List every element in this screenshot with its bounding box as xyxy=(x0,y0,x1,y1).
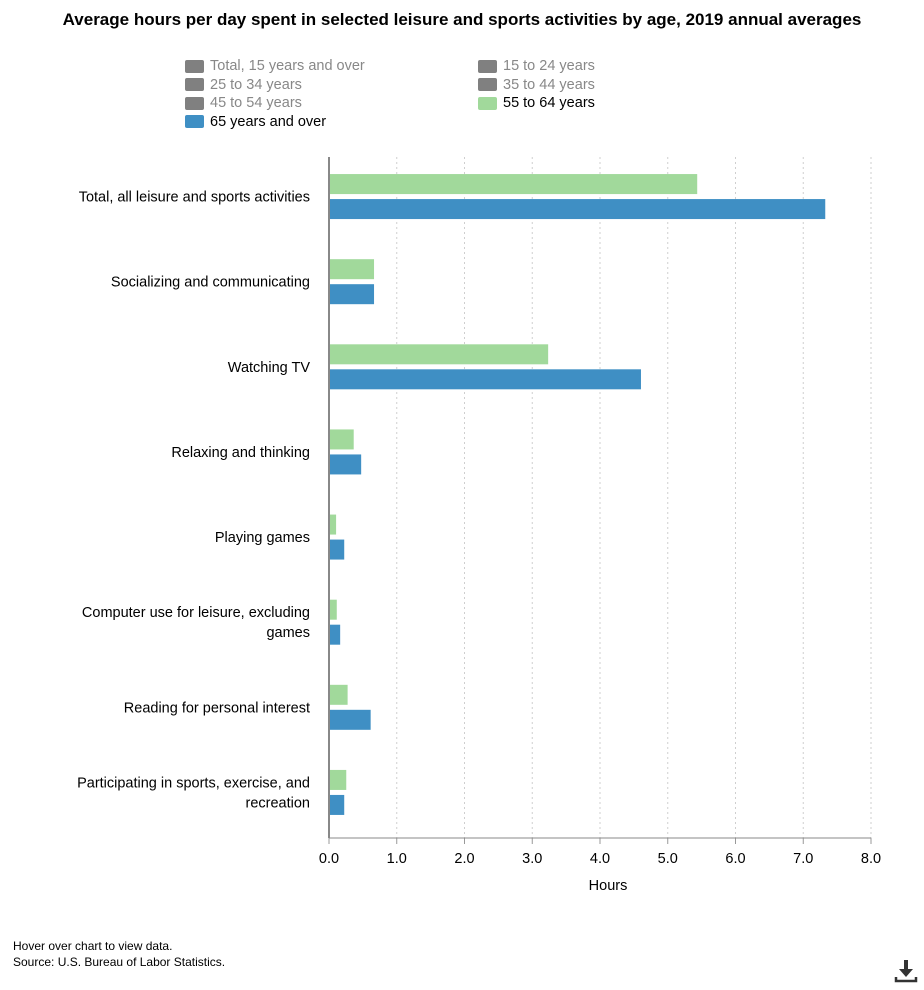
bar-55-64 xyxy=(330,429,354,450)
download-icon xyxy=(894,960,918,983)
legend-swatch xyxy=(478,78,497,91)
legend-item[interactable]: 45 to 54 years xyxy=(185,94,302,112)
chart-title: Average hours per day spent in selected … xyxy=(62,10,862,29)
legend-item[interactable]: 65 years and over xyxy=(185,113,326,131)
x-tick-label: 6.0 xyxy=(725,851,745,867)
bar-65-over xyxy=(330,369,641,390)
source-note: Source: U.S. Bureau of Labor Statistics. xyxy=(13,955,226,969)
category-label: recreation xyxy=(246,795,310,811)
bar-55-64 xyxy=(330,769,347,790)
bar-55-64 xyxy=(330,259,375,280)
x-tick-label: 0.0 xyxy=(319,851,339,867)
category-label: Socializing and communicating xyxy=(111,275,310,291)
category-label: games xyxy=(266,625,310,641)
footer: Hover over chart to view data. Source: U… xyxy=(13,938,225,970)
legend-label: 65 years and over xyxy=(210,113,327,130)
legend-swatch xyxy=(185,59,204,73)
x-tick-label: 4.0 xyxy=(590,851,610,867)
bar-55-64 xyxy=(330,599,337,620)
category-label: Reading for personal interest xyxy=(124,700,310,716)
bar-65-over xyxy=(330,539,345,560)
legend-label: 55 to 64 years xyxy=(503,95,595,111)
legend-swatch xyxy=(185,78,204,91)
x-axis-label: Hours xyxy=(589,878,628,894)
legend-label: 35 to 44 years xyxy=(503,76,595,93)
bar-65-over xyxy=(330,284,375,305)
legend-item[interactable]: 25 to 34 years xyxy=(185,76,302,94)
x-tick-label: 1.0 xyxy=(387,851,407,867)
category-label: Watching TV xyxy=(228,360,311,376)
category-label: Playing games xyxy=(215,530,310,546)
bar-55-64 xyxy=(330,174,698,195)
legend-swatch xyxy=(478,59,497,73)
x-tick-label: 2.0 xyxy=(454,851,474,867)
bar-65-over xyxy=(330,709,371,730)
legend-label: 45 to 54 years xyxy=(210,95,302,111)
x-tick-label: 7.0 xyxy=(793,851,813,867)
legend-item[interactable]: 15 to 24 years xyxy=(478,57,595,75)
legend-label: 25 to 34 years xyxy=(210,76,302,93)
bar-65-over xyxy=(330,454,362,475)
legend-swatch xyxy=(185,96,204,110)
download-button[interactable] xyxy=(893,958,919,984)
category-label: Relaxing and thinking xyxy=(171,445,310,461)
legend-swatch xyxy=(185,115,204,128)
bar-65-over xyxy=(330,199,826,220)
bar-55-64 xyxy=(330,514,337,535)
category-label: Total, all leisure and sports activities xyxy=(79,190,310,206)
x-tick-label: 5.0 xyxy=(658,851,678,867)
category-label: Participating in sports, exercise, and xyxy=(77,775,310,791)
legend-item[interactable]: 55 to 64 years xyxy=(478,94,595,112)
bar-65-over xyxy=(330,624,341,645)
legend-swatch xyxy=(478,96,497,110)
hover-hint: Hover over chart to view data. xyxy=(13,939,173,953)
legend-item[interactable]: 35 to 44 years xyxy=(478,76,595,94)
x-tick-label: 8.0 xyxy=(861,851,881,867)
legend-label: Total, 15 years and over xyxy=(210,58,365,74)
bar-65-over xyxy=(330,794,345,815)
legend-label: 15 to 24 years xyxy=(503,58,595,74)
bar-55-64 xyxy=(330,684,348,705)
bar-55-64 xyxy=(330,344,549,365)
x-tick-label: 3.0 xyxy=(522,851,542,867)
legend-item[interactable]: Total, 15 years and over xyxy=(185,57,365,75)
category-label: Computer use for leisure, excluding xyxy=(82,605,310,621)
bar-chart[interactable]: 0.0 1.0 2.0 3.0 4.0 5.0 6.0 7.0 8.0 Hours Total, a… xyxy=(0,0,924,930)
